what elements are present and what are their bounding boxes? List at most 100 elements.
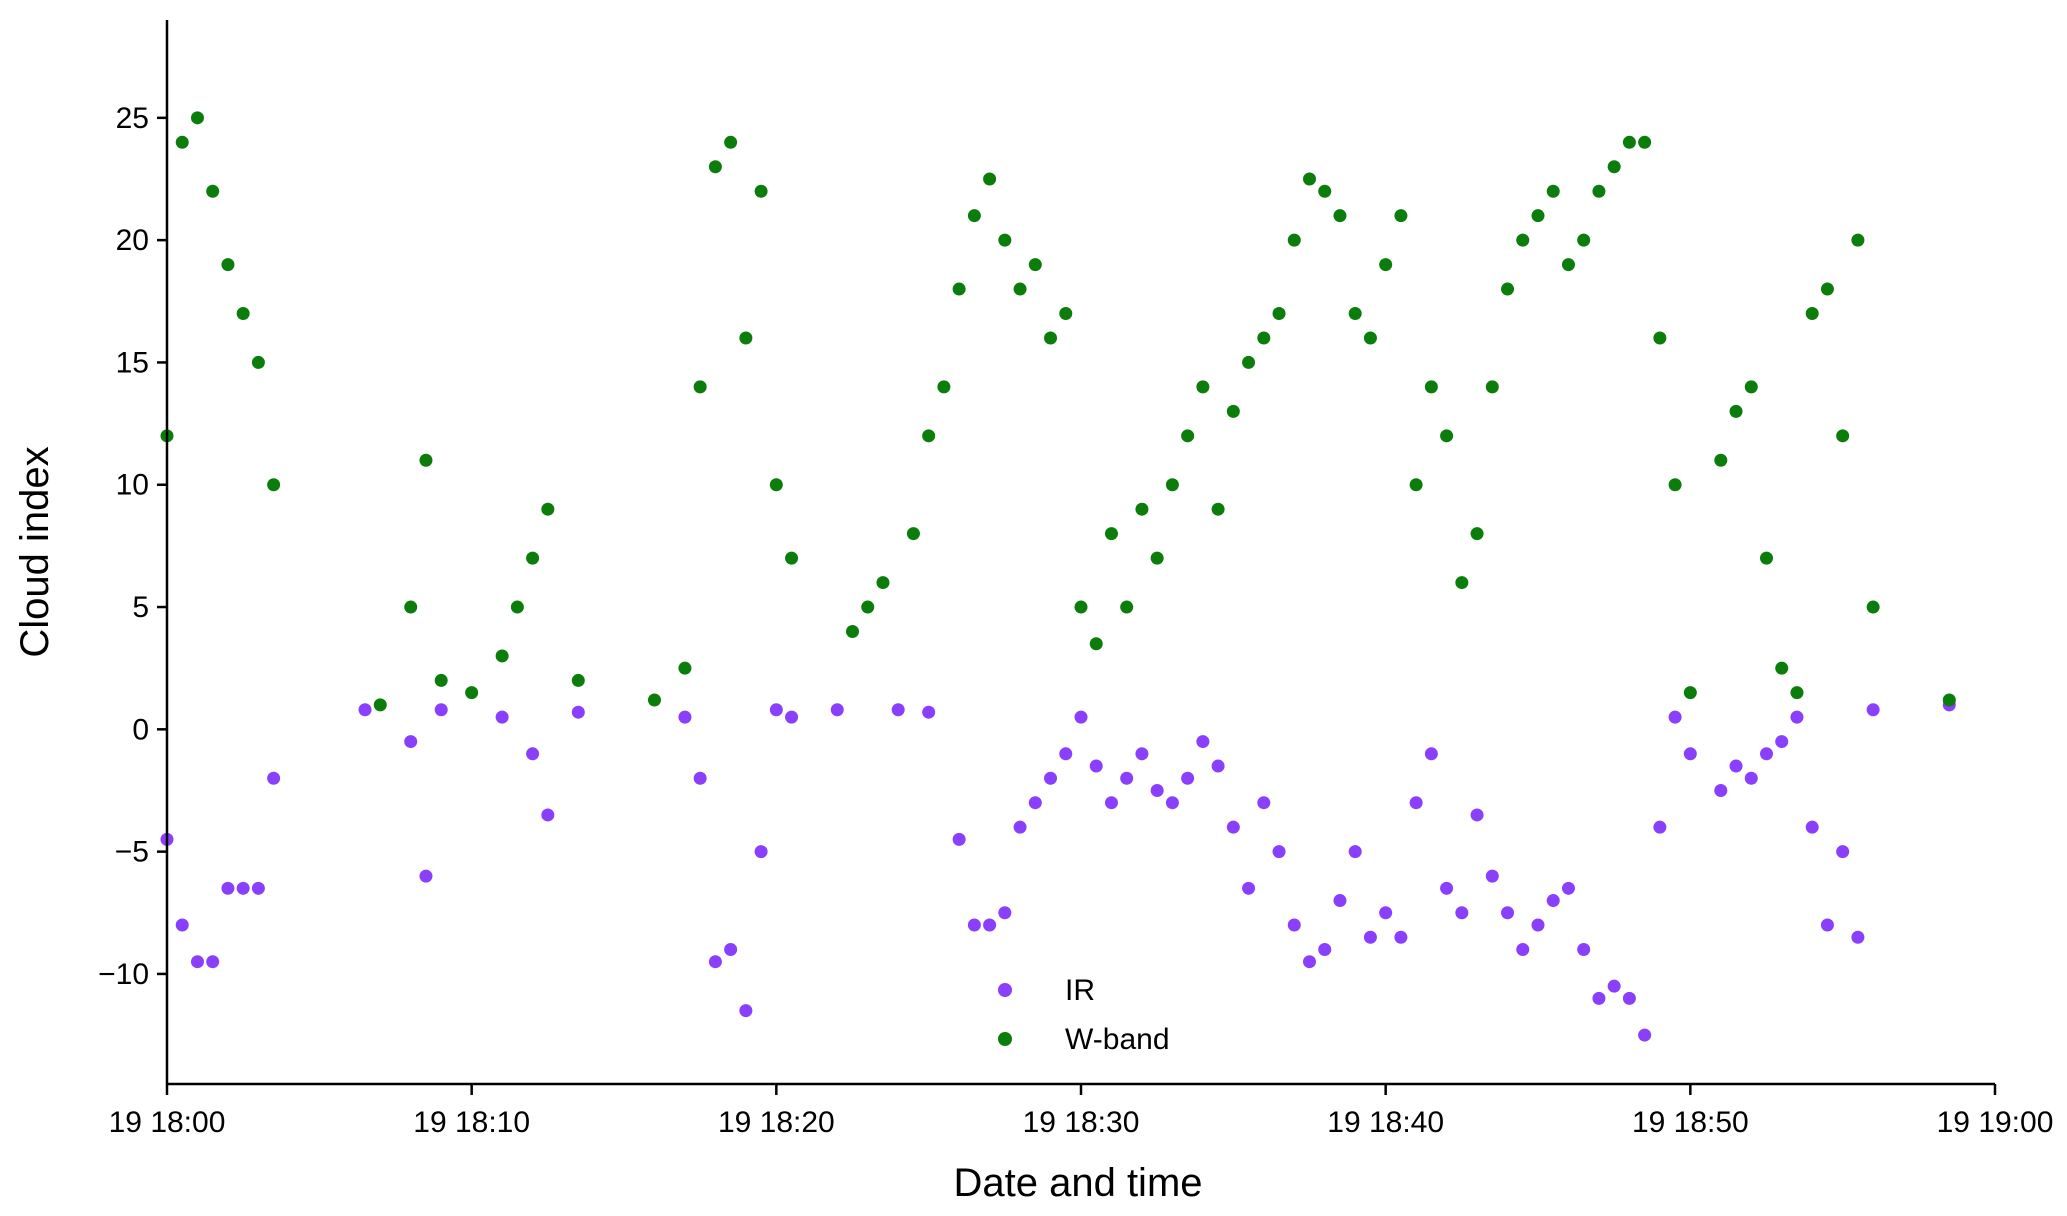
data-point (1455, 576, 1469, 590)
data-point (1196, 380, 1210, 394)
data-point (1516, 942, 1530, 956)
data-point (1455, 906, 1469, 920)
data-point (358, 703, 372, 717)
data-point (952, 832, 966, 846)
data-point (754, 845, 768, 859)
y-tick-label: −10 (98, 958, 149, 991)
data-point (1607, 160, 1621, 174)
data-point (1470, 808, 1484, 822)
data-point (267, 771, 281, 785)
legend-label-wband: W-band (1065, 1023, 1170, 1056)
y-axis-label: Cloud index (13, 446, 57, 657)
legend-marker-ir (998, 983, 1012, 997)
data-points (160, 111, 1956, 1042)
data-point (1744, 380, 1758, 394)
data-point (1592, 991, 1606, 1005)
data-point (1836, 429, 1850, 443)
data-point (1242, 881, 1256, 895)
data-point (983, 172, 997, 186)
data-point (1866, 703, 1880, 717)
data-point (1760, 551, 1773, 565)
x-tick-label: 19 18:20 (718, 1106, 835, 1139)
data-point (1150, 551, 1164, 565)
legend: IR W-band (998, 974, 1170, 1056)
data-point (647, 693, 661, 707)
x-tick-label: 19 19:00 (1937, 1106, 2054, 1139)
data-point (1516, 233, 1530, 247)
data-point (1028, 796, 1042, 810)
data-point (967, 209, 981, 223)
data-point (739, 1004, 753, 1018)
data-point (267, 478, 281, 492)
data-point (785, 551, 799, 565)
data-point (1638, 135, 1652, 149)
data-point (495, 710, 509, 724)
data-point (1790, 710, 1804, 724)
data-point (1120, 600, 1134, 614)
data-point (1013, 282, 1027, 296)
data-point (571, 705, 585, 719)
data-point (1470, 527, 1484, 541)
data-point (1805, 820, 1819, 834)
data-point (998, 906, 1012, 920)
data-point (1653, 331, 1667, 345)
data-point (1318, 184, 1332, 198)
data-point (952, 282, 966, 296)
data-point (678, 661, 692, 675)
data-point (1333, 894, 1347, 908)
data-point (1760, 747, 1773, 761)
data-point (1089, 759, 1103, 773)
data-point (846, 624, 859, 638)
data-point (1181, 771, 1195, 785)
data-point (251, 881, 265, 895)
data-point (1044, 331, 1058, 345)
data-point (1348, 845, 1362, 859)
data-point (1135, 502, 1149, 516)
data-point (937, 380, 951, 394)
data-point (1272, 845, 1286, 859)
data-point (1165, 478, 1179, 492)
data-point (1424, 747, 1438, 761)
series-ir (160, 698, 1956, 1042)
data-point (769, 478, 783, 492)
data-point (1683, 747, 1697, 761)
data-point (1028, 258, 1042, 272)
data-point (1546, 894, 1560, 908)
data-point (526, 747, 540, 761)
data-point (998, 233, 1012, 247)
data-point (1196, 735, 1210, 749)
data-point (1820, 282, 1834, 296)
data-point (1211, 502, 1225, 516)
data-point (190, 955, 204, 969)
data-point (1226, 820, 1240, 834)
data-point (1363, 930, 1377, 944)
data-point (206, 184, 220, 198)
data-point (1303, 172, 1316, 186)
x-tick-label: 19 18:00 (109, 1106, 226, 1139)
legend-marker-wband (998, 1032, 1012, 1046)
y-tick-label: 10 (116, 469, 149, 502)
data-point (754, 184, 768, 198)
data-point (1104, 796, 1118, 810)
data-point (1531, 918, 1545, 932)
data-point (1409, 796, 1423, 810)
data-point (404, 735, 418, 749)
series-wband (160, 111, 1956, 712)
data-point (1622, 991, 1636, 1005)
data-point (785, 710, 799, 724)
y-tick-label: 15 (116, 346, 149, 379)
data-point (419, 869, 433, 883)
data-point (1683, 686, 1697, 700)
data-point (891, 703, 905, 717)
data-point (1501, 906, 1515, 920)
data-point (1150, 783, 1164, 797)
data-point (190, 111, 204, 125)
data-point (1394, 930, 1408, 944)
data-point (1668, 710, 1682, 724)
x-axis-label: Date and time (953, 1161, 1202, 1205)
data-point (175, 135, 189, 149)
data-point (1135, 747, 1149, 761)
data-point (1577, 942, 1591, 956)
data-point (1013, 820, 1027, 834)
